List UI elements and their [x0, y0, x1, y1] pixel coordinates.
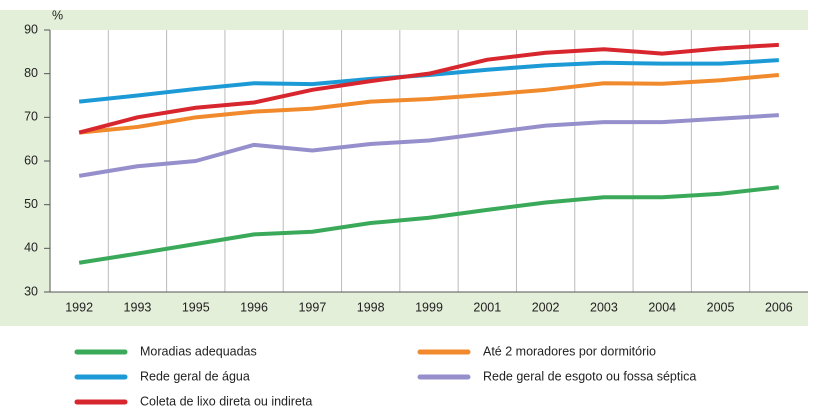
x-tick-label: 2006: [765, 300, 793, 314]
y-tick-label: 30: [24, 284, 38, 298]
x-tick-label: 1992: [65, 300, 93, 314]
y-tick-label: 50: [24, 197, 38, 211]
x-tick-label: 1997: [298, 300, 326, 314]
plot-area: [50, 30, 808, 292]
x-tick-label: 1999: [415, 300, 443, 314]
y-tick-label: 70: [24, 110, 38, 124]
y-tick-label: 40: [24, 241, 38, 255]
y-unit: %: [52, 8, 63, 22]
legend-label: Moradias adequadas: [140, 344, 257, 358]
legend-label: Até 2 moradores por dormitório: [483, 344, 656, 358]
legend-label: Rede geral de água: [140, 369, 250, 383]
x-tick-label: 2002: [532, 300, 560, 314]
x-tick-label: 2004: [648, 300, 676, 314]
x-tick-label: 1996: [240, 300, 268, 314]
legend-label: Rede geral de esgoto ou fossa séptica: [483, 369, 696, 383]
x-tick-label: 2005: [707, 300, 735, 314]
y-tick-label: 80: [24, 66, 38, 80]
series-line: [78, 113, 779, 178]
series-line: [78, 72, 780, 135]
legend-label: Coleta de lixo direta ou indireta: [140, 394, 312, 407]
series-line: [78, 185, 780, 265]
series-line: [78, 42, 779, 135]
x-tick-label: 1993: [124, 300, 152, 314]
y-tick-label: 90: [24, 22, 38, 36]
y-tick-label: 60: [24, 153, 38, 167]
x-tick-label: 2003: [590, 300, 618, 314]
x-tick-label: 1998: [357, 300, 385, 314]
x-tick-label: 2001: [473, 300, 501, 314]
x-tick-label: 1995: [182, 300, 210, 314]
